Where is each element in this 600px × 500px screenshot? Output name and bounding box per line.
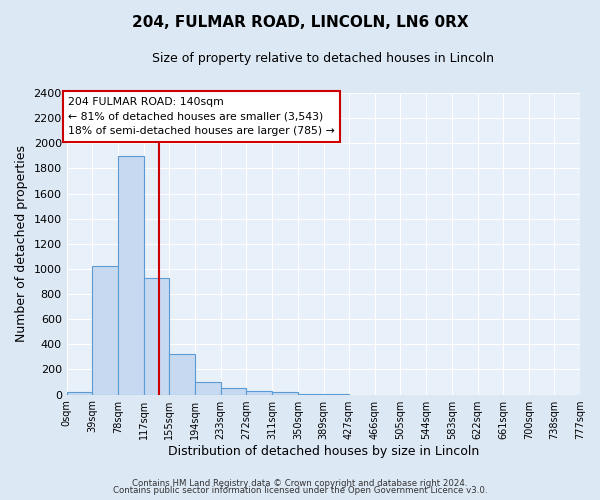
X-axis label: Distribution of detached houses by size in Lincoln: Distribution of detached houses by size …: [168, 444, 479, 458]
Bar: [118, 156, 144, 394]
Title: Size of property relative to detached houses in Lincoln: Size of property relative to detached ho…: [152, 52, 494, 66]
Text: Contains HM Land Registry data © Crown copyright and database right 2024.: Contains HM Land Registry data © Crown c…: [132, 478, 468, 488]
Text: 204, FULMAR ROAD, LINCOLN, LN6 0RX: 204, FULMAR ROAD, LINCOLN, LN6 0RX: [131, 15, 469, 30]
Bar: [247, 391, 272, 394]
Bar: [144, 278, 169, 394]
Bar: [92, 266, 118, 394]
Text: 204 FULMAR ROAD: 140sqm
← 81% of detached houses are smaller (3,543)
18% of semi: 204 FULMAR ROAD: 140sqm ← 81% of detache…: [68, 97, 335, 136]
Bar: [195, 382, 221, 394]
Bar: [67, 392, 92, 394]
Y-axis label: Number of detached properties: Number of detached properties: [15, 146, 28, 342]
Bar: [221, 388, 247, 394]
Bar: [169, 354, 195, 395]
Bar: [272, 392, 298, 394]
Text: Contains public sector information licensed under the Open Government Licence v3: Contains public sector information licen…: [113, 486, 487, 495]
